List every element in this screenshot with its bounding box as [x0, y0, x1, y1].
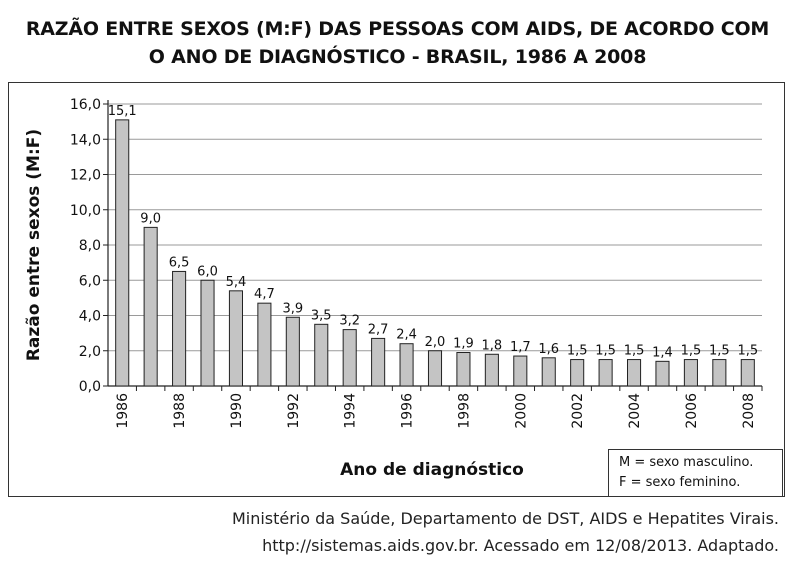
bar [427, 350, 443, 387]
bar [683, 359, 698, 387]
bar [484, 353, 499, 387]
y-tick-label: 14,0 [70, 132, 101, 148]
y-tick-label: 12,0 [70, 168, 101, 184]
y-tick-label: 0,0 [79, 379, 101, 395]
x-tick-label: 1992 [286, 393, 302, 429]
data-label: 1,9 [453, 337, 474, 352]
x-tick-label: 1988 [172, 393, 188, 429]
bar [342, 329, 357, 387]
y-tick-label: 6,0 [79, 273, 101, 289]
bar [399, 343, 414, 387]
bar-chart: 0,0 2,0 4,0 6,0 8,0 10,0 12,0 14,0 16,0 15,1 1986 9… [24, 97, 763, 480]
data-label: 1,5 [624, 344, 645, 359]
x-tick-label: 1998 [456, 393, 472, 429]
data-label: 1,5 [567, 344, 588, 359]
data-label: 15,1 [108, 104, 137, 119]
x-tick-label: 1994 [343, 393, 359, 429]
data-label: 1,5 [709, 344, 730, 359]
bar [257, 302, 272, 387]
bar [740, 359, 755, 387]
bar [285, 316, 300, 387]
y-tick-label: 4,0 [79, 309, 101, 325]
y-tick-label: 10,0 [70, 203, 101, 219]
data-label: 4,7 [254, 287, 275, 302]
bar [200, 279, 215, 387]
data-label: 2,7 [368, 322, 389, 337]
bar [172, 270, 187, 387]
x-tick-label: 2000 [513, 393, 529, 429]
data-label: 2,0 [425, 335, 446, 350]
data-label: 9,0 [140, 211, 161, 226]
data-label: 1,5 [595, 344, 616, 359]
bar [598, 359, 613, 387]
data-label: 1,5 [681, 344, 702, 359]
chart-title-line-1: RAZÃO ENTRE SEXOS (M:F) DAS PESSOAS COM … [25, 18, 770, 40]
source-line-1: Ministério da Saúde, Departamento de DST… [231, 509, 779, 528]
bar [371, 337, 386, 387]
data-label: 6,0 [197, 264, 218, 279]
bar [541, 357, 556, 387]
chart-title-line-2: O ANO DE DIAGNÓSTICO - BRASIL, 1986 A 20… [148, 46, 647, 68]
x-tick-label: 1990 [229, 393, 245, 429]
x-axis-title: Ano de diagnóstico [340, 460, 524, 480]
data-label: 1,7 [510, 340, 531, 355]
data-label: 1,6 [538, 342, 559, 357]
legend-line-male: M = sexo masculino. [619, 455, 754, 470]
x-tick-label: 2008 [741, 393, 757, 429]
bar [570, 359, 585, 387]
bar [712, 359, 727, 387]
bar [143, 226, 158, 387]
data-label: 6,5 [169, 255, 190, 270]
source-line-2: http://sistemas.aids.gov.br. Acessado em… [262, 536, 779, 555]
data-label: 2,4 [396, 328, 417, 343]
data-label: 1,8 [482, 338, 503, 353]
chart-frame: 0,0 2,0 4,0 6,0 8,0 10,0 12,0 14,0 16,0 15,1 1986 9… [8, 82, 785, 497]
y-axis-title: Razão entre sexos (M:F) [24, 129, 44, 361]
y-tick-label: 8,0 [79, 238, 101, 254]
y-tick-label: 16,0 [70, 97, 101, 113]
legend-box: M = sexo masculino. F = sexo feminino. [608, 449, 783, 497]
bar [115, 119, 130, 387]
bar [655, 360, 670, 387]
x-tick-label: 1996 [400, 393, 416, 429]
data-label: 3,2 [339, 314, 360, 329]
data-label: 3,5 [311, 308, 332, 323]
bar [314, 323, 329, 387]
bar [627, 359, 642, 387]
x-tick-label: 2006 [684, 393, 700, 429]
data-label: 1,5 [737, 344, 758, 359]
legend-line-female: F = sexo feminino. [619, 475, 741, 490]
x-tick-label: 1986 [115, 393, 131, 429]
data-label: 3,9 [282, 301, 303, 316]
bar [228, 290, 243, 387]
x-tick-label: 2004 [627, 393, 643, 429]
x-tick-label: 2002 [570, 393, 586, 429]
y-tick-label: 2,0 [79, 344, 101, 360]
bar [513, 355, 528, 387]
data-label: 1,4 [652, 345, 673, 360]
bar [456, 352, 471, 387]
data-label: 5,4 [226, 275, 247, 290]
